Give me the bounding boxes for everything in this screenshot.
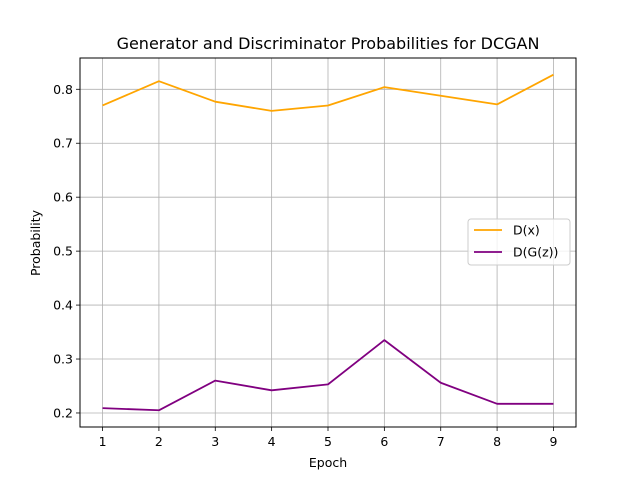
y-tick-label: 0.6 — [53, 190, 73, 205]
y-tick-label: 0.8 — [53, 82, 73, 97]
legend: D(x) D(G(z)) — [467, 218, 571, 266]
x-tick-label: 6 — [380, 434, 388, 449]
y-tick-label: 0.4 — [53, 298, 73, 313]
series-line — [102, 339, 554, 412]
x-tick-label: 5 — [324, 434, 332, 449]
x-tick-label: 4 — [268, 434, 276, 449]
legend-label: D(G(z)) — [513, 245, 558, 260]
x-tick-label: 1 — [99, 434, 107, 449]
x-tick-label: 9 — [549, 434, 557, 449]
y-axis-ticks: 0.2 0.3 0.4 0.5 0.6 0.7 0.8 — [53, 82, 80, 420]
series-line — [102, 73, 554, 112]
series-lines — [102, 73, 554, 412]
legend-label: D(x) — [513, 223, 540, 238]
chart-title: Generator and Discriminator Probabilitie… — [117, 34, 540, 53]
x-axis-label: Epoch — [309, 455, 347, 470]
y-tick-label: 0.2 — [53, 405, 73, 420]
y-tick-label: 0.3 — [53, 352, 73, 367]
x-tick-label: 2 — [155, 434, 163, 449]
x-tick-label: 3 — [211, 434, 219, 449]
y-axis-label: Probability — [28, 209, 43, 276]
y-tick-label: 0.5 — [53, 244, 73, 259]
x-tick-label: 7 — [437, 434, 445, 449]
y-tick-label: 0.7 — [53, 136, 73, 151]
x-tick-label: 8 — [493, 434, 501, 449]
grid-lines — [80, 58, 576, 427]
x-axis-ticks: 1 2 3 4 5 6 7 8 9 — [99, 427, 557, 449]
